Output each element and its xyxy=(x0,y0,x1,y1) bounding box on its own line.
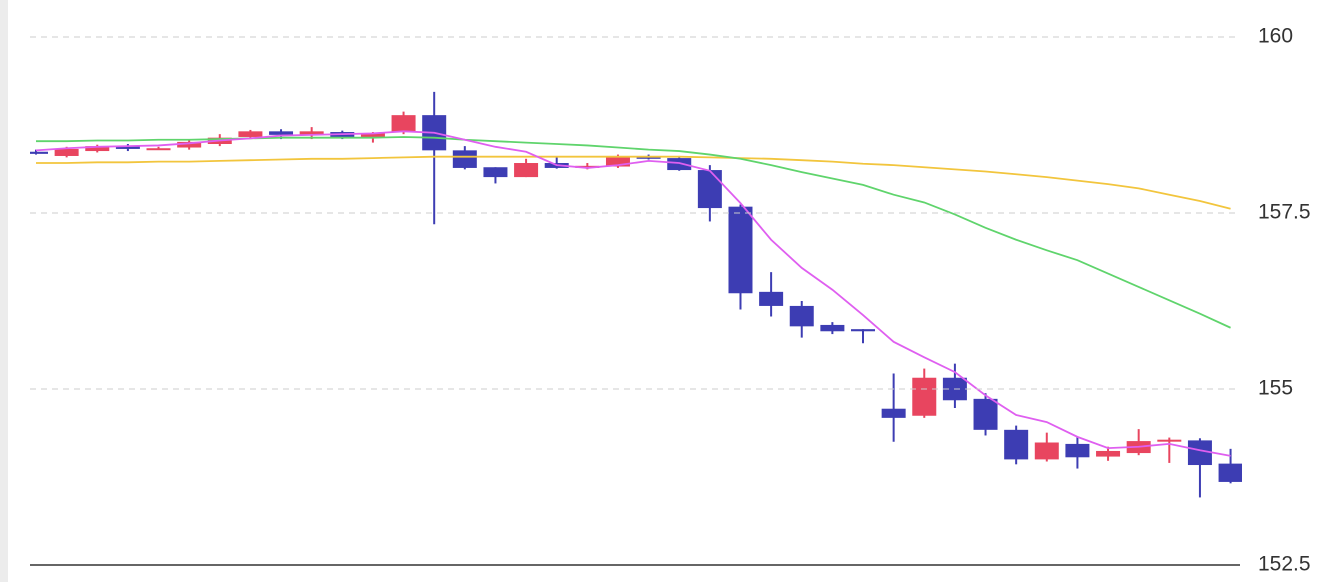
candle-body xyxy=(1096,450,1121,457)
candle-body xyxy=(789,305,814,327)
candle-body xyxy=(667,158,692,171)
candle-body xyxy=(514,163,539,178)
candle-body xyxy=(1187,440,1212,466)
y-tick-label: 155 xyxy=(1258,377,1293,400)
y-tick-label: 160 xyxy=(1258,25,1293,48)
candle-body xyxy=(299,131,324,135)
candle-body xyxy=(269,131,294,135)
candle-body xyxy=(85,146,110,152)
candle-body xyxy=(238,131,263,137)
candle-body xyxy=(973,398,998,430)
candle-body xyxy=(697,170,722,209)
candle-body xyxy=(1004,429,1029,460)
candle-body xyxy=(1218,463,1242,482)
candle-body xyxy=(605,156,630,167)
candle-body xyxy=(851,329,876,332)
candle-body xyxy=(881,408,906,418)
candle-body xyxy=(391,115,416,133)
candle-body xyxy=(759,291,784,306)
candle-body xyxy=(146,148,171,151)
candle-body xyxy=(575,165,600,168)
candle-body xyxy=(360,133,385,137)
y-tick-label: 157.5 xyxy=(1258,201,1311,224)
side-strip xyxy=(0,0,8,582)
candle-body xyxy=(30,151,48,154)
candle-body xyxy=(1034,442,1059,460)
plot-area xyxy=(30,91,1242,498)
moving-average-line xyxy=(36,155,1231,210)
candle-body xyxy=(54,148,79,156)
candle-body xyxy=(115,146,140,149)
candle-body xyxy=(483,167,508,178)
candle-body xyxy=(820,324,845,332)
moving-average-line xyxy=(35,130,1231,457)
candle-body xyxy=(1065,443,1090,458)
candle-body xyxy=(1157,439,1182,442)
candle-body xyxy=(912,377,937,416)
candle-body xyxy=(177,141,202,148)
candle-body xyxy=(728,206,753,294)
y-tick-label: 152.5 xyxy=(1258,553,1311,576)
candle-body xyxy=(452,150,477,168)
candle-body xyxy=(636,156,661,159)
moving-average-line xyxy=(36,136,1231,329)
